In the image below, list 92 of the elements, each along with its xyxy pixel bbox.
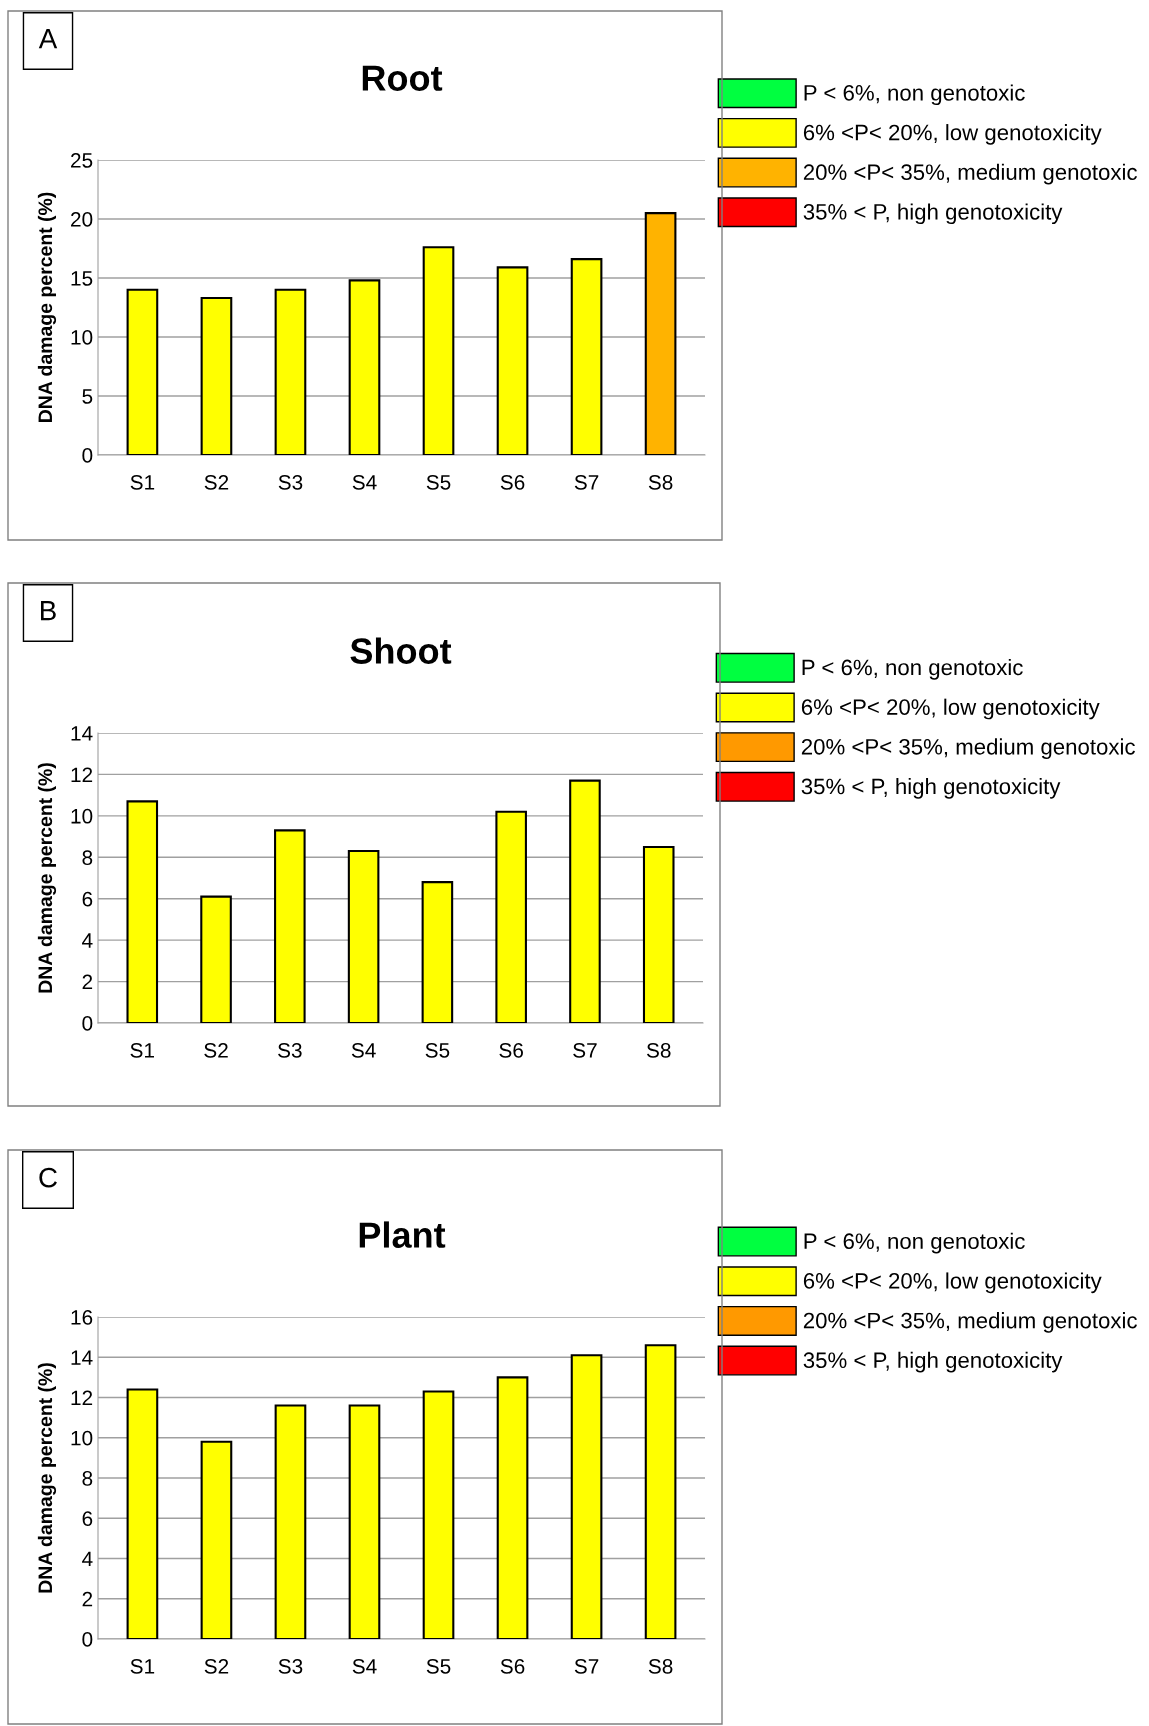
bar xyxy=(644,212,677,455)
y-tick-label: 12 xyxy=(71,1390,93,1406)
x-tick-label: S7 xyxy=(574,1658,599,1674)
legend-label: 20% <P< 35%, medium genotoxic xyxy=(803,163,1137,185)
y-tick-label: 10 xyxy=(71,808,93,824)
y-tick-label: 10 xyxy=(71,1430,93,1446)
y-tick-label: 2 xyxy=(82,974,93,990)
x-tick-label: S2 xyxy=(204,1658,229,1674)
y-tick-label: 0 xyxy=(82,448,93,463)
y-tick-label: 8 xyxy=(82,850,93,866)
y-tick-label: 4 xyxy=(82,933,93,948)
bar xyxy=(200,895,232,1023)
chart-title: Root xyxy=(362,65,443,91)
y-axis-title: DNA damage percent (%) xyxy=(37,192,57,422)
bar xyxy=(422,246,455,455)
x-tick-label: S4 xyxy=(351,1042,376,1058)
legend-label: 35% < P, high genotoxicity xyxy=(801,777,1061,799)
chart-title: Shoot xyxy=(350,637,452,664)
y-tick-label: 2 xyxy=(82,1591,93,1607)
bar xyxy=(570,258,603,455)
y-tick-label: 0 xyxy=(82,1016,93,1031)
x-tick-label: S8 xyxy=(648,1658,673,1674)
y-tick-label: 5 xyxy=(82,389,93,404)
x-tick-label: S1 xyxy=(130,474,155,490)
bar xyxy=(200,1440,233,1639)
legend-label: 6% <P< 20%, low genotoxicity xyxy=(803,1272,1102,1294)
x-tick-label: S3 xyxy=(278,474,303,490)
x-tick-label: S7 xyxy=(573,1042,597,1058)
x-tick-label: S2 xyxy=(204,474,229,490)
legend-label: P < 6%, non genotoxic xyxy=(804,84,1025,106)
y-tick-label: 8 xyxy=(82,1471,93,1486)
x-tick-label: S1 xyxy=(130,1658,155,1674)
legend-label: 35% < P, high genotoxicity xyxy=(803,1351,1063,1373)
x-tick-label: S8 xyxy=(646,1042,671,1058)
x-tick-label: S5 xyxy=(425,1042,450,1058)
x-tick-label: S3 xyxy=(278,1658,303,1674)
bar xyxy=(569,779,601,1023)
bar xyxy=(495,810,527,1023)
legend-label: 6% <P< 20%, low genotoxicity xyxy=(803,124,1102,145)
bar xyxy=(126,800,159,1023)
y-tick-label: 20 xyxy=(71,212,93,227)
bar xyxy=(200,297,233,455)
x-tick-label: S4 xyxy=(352,1658,377,1674)
bar xyxy=(274,1404,307,1639)
bar xyxy=(126,288,159,455)
legend-label: 20% <P< 35%, medium genotoxic xyxy=(803,1312,1137,1333)
y-tick-label: 6 xyxy=(82,1511,93,1526)
y-tick-label: 6 xyxy=(82,891,93,907)
y-tick-label: 12 xyxy=(71,767,93,782)
y-tick-label: 14 xyxy=(71,1350,93,1365)
text: A xyxy=(38,29,58,49)
bar xyxy=(348,279,381,455)
legend-label: P < 6%, non genotoxic xyxy=(804,1232,1025,1254)
y-tick-label: 0 xyxy=(82,1632,93,1647)
legend-label: 35% < P, high genotoxicity xyxy=(803,203,1063,225)
x-tick-label: S5 xyxy=(426,474,451,490)
y-tick-label: 10 xyxy=(71,330,93,345)
x-tick-label: S1 xyxy=(130,1042,154,1058)
y-axis-title: DNA damage percent (%) xyxy=(37,763,57,993)
x-tick-label: S4 xyxy=(352,474,377,490)
x-tick-label: S8 xyxy=(648,474,673,490)
legend-label: 6% <P< 20%, low genotoxicity xyxy=(801,698,1100,720)
text: B xyxy=(41,601,56,621)
bar xyxy=(347,850,380,1023)
x-tick-label: S5 xyxy=(426,1658,451,1674)
y-tick-label: 14 xyxy=(71,726,93,741)
y-tick-label: 15 xyxy=(71,271,93,286)
x-tick-label: S6 xyxy=(499,1042,523,1058)
bar xyxy=(274,829,306,1023)
bar xyxy=(274,288,307,455)
x-tick-label: S6 xyxy=(500,474,525,490)
bar xyxy=(644,1344,677,1639)
x-tick-label: S7 xyxy=(574,474,599,490)
bar xyxy=(570,1354,603,1639)
bar xyxy=(496,1376,529,1639)
y-tick-label: 25 xyxy=(71,153,93,168)
text: C xyxy=(39,1167,57,1188)
bar xyxy=(126,1388,159,1639)
bar xyxy=(421,881,454,1023)
bar xyxy=(496,266,529,455)
legend-label: 20% <P< 35%, medium genotoxic xyxy=(801,738,1135,760)
legend-label: P < 6%, non genotoxic xyxy=(802,658,1023,680)
y-axis-title: DNA damage percent (%) xyxy=(37,1363,57,1593)
y-tick-label: 4 xyxy=(82,1551,93,1567)
chart-title: Plant xyxy=(359,1221,446,1248)
x-tick-label: S2 xyxy=(204,1042,228,1058)
x-tick-label: S6 xyxy=(500,1658,525,1674)
y-tick-label: 16 xyxy=(71,1310,93,1325)
bar xyxy=(422,1390,455,1639)
x-tick-label: S3 xyxy=(278,1042,302,1058)
bar xyxy=(348,1404,381,1639)
bar xyxy=(642,845,675,1023)
